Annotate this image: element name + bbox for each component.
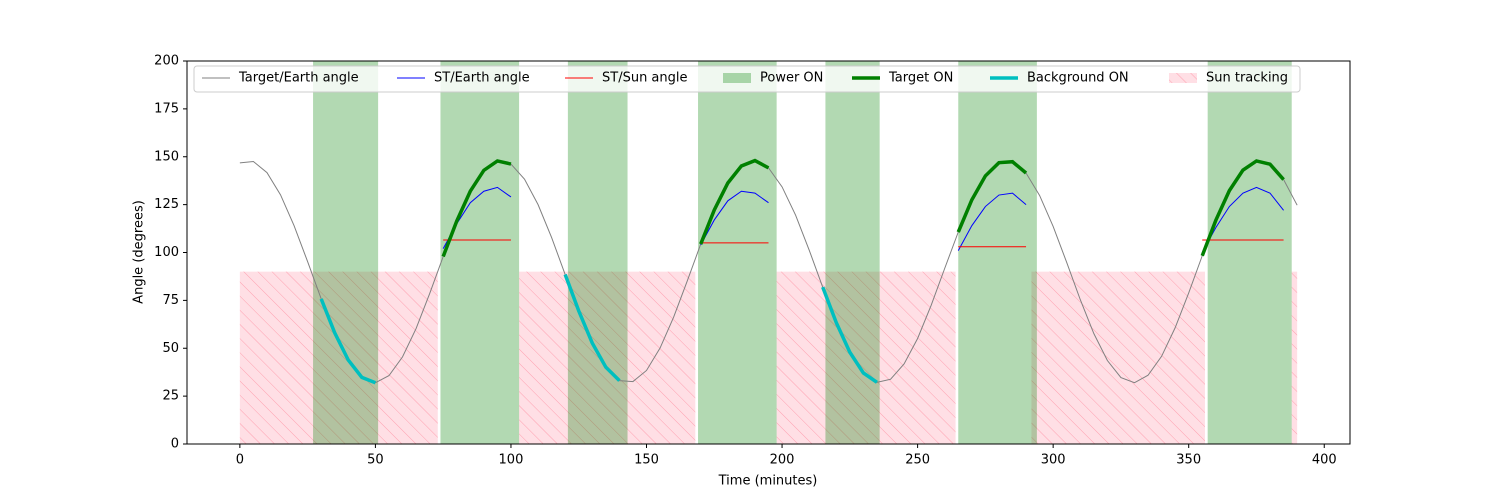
band xyxy=(313,61,379,444)
band-hatch xyxy=(239,271,438,444)
legend-box xyxy=(193,65,1301,93)
legend-label: ST/Earth angle xyxy=(434,71,530,86)
x-tick-label: 250 xyxy=(905,453,930,468)
x-tick-label: 0 xyxy=(236,453,244,468)
x-tick-label: 100 xyxy=(499,453,524,468)
band xyxy=(440,61,520,444)
series-line xyxy=(443,239,1284,248)
y-tick-label: 50 xyxy=(162,341,179,356)
band-hatch xyxy=(776,271,956,444)
y-tick-label: 125 xyxy=(154,197,179,212)
legend-label: ST/Sun angle xyxy=(602,71,688,86)
series-line xyxy=(442,186,1284,253)
x-tick-label: 400 xyxy=(1312,453,1337,468)
x-tick-label: 50 xyxy=(367,453,384,468)
series-line xyxy=(319,273,878,385)
legend-label: Target/Earth angle xyxy=(238,71,359,86)
plot-area xyxy=(239,61,1298,444)
legend-label: Sun tracking xyxy=(1206,71,1288,86)
y-axis-label: Angle (degrees) xyxy=(132,200,147,304)
legend: Target/Earth angle ST/Earth angle ST/Sun a… xyxy=(193,65,1301,93)
band-hatch xyxy=(1291,271,1298,444)
band xyxy=(825,61,880,444)
band xyxy=(1207,61,1292,444)
legend-label: Target ON xyxy=(888,71,953,86)
band xyxy=(958,61,1037,444)
x-tick-label: 200 xyxy=(770,453,795,468)
y-tick-label: 75 xyxy=(162,293,179,308)
x-tick-label: 350 xyxy=(1176,453,1201,468)
y-tick-label: 100 xyxy=(154,245,179,260)
band-hatch xyxy=(1031,271,1205,444)
x-tick-label: 150 xyxy=(634,453,659,468)
y-tick-label: 150 xyxy=(154,149,179,164)
band xyxy=(698,61,777,444)
x-tick-label: 300 xyxy=(1041,453,1066,468)
legend-handle xyxy=(723,73,751,83)
legend-label: Power ON xyxy=(760,71,823,86)
y-tick-label: 175 xyxy=(154,101,179,116)
y-tick-label: 0 xyxy=(171,437,179,452)
legend-hatch xyxy=(1169,73,1197,83)
x-axis-label: Time (minutes) xyxy=(718,474,818,489)
band-hatch xyxy=(519,271,696,444)
legend-label: Background ON xyxy=(1027,71,1129,86)
y-tick-label: 25 xyxy=(162,389,179,404)
band xyxy=(567,61,628,444)
y-tick-label: 200 xyxy=(154,54,179,69)
series-line xyxy=(441,158,1285,258)
